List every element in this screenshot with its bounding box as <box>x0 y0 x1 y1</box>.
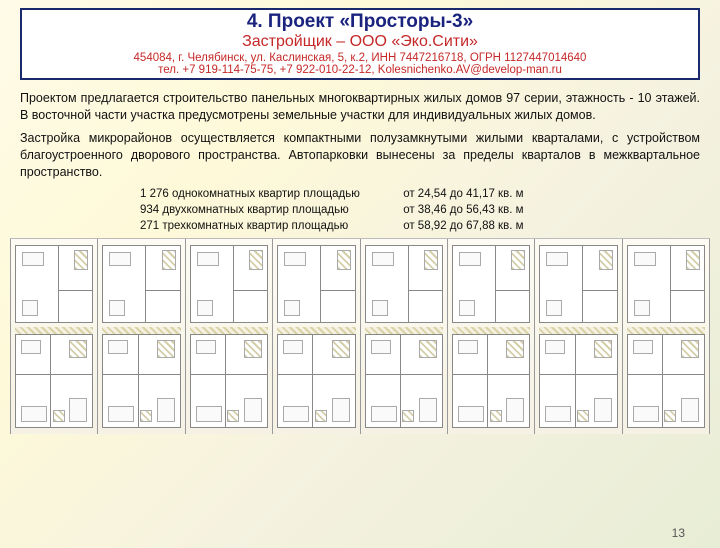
stats-value: от 58,92 до 67,88 кв. м <box>403 220 523 232</box>
paragraph-2: Застройка микрорайонов осуществляется ко… <box>20 130 700 181</box>
floorplan-unit <box>622 239 710 434</box>
stats-label: 1 276 однокомнатных квартир площадью <box>140 188 400 200</box>
header-box: 4. Проект «Просторы-3» Застройщик – ООО … <box>20 8 700 80</box>
floorplan-unit <box>534 239 621 434</box>
stats-row: 1 276 однокомнатных квартир площадью от … <box>140 188 700 200</box>
stats-label: 271 трехкомнатных квартир площадью <box>140 220 400 232</box>
page-number: 13 <box>672 526 685 540</box>
stats-value: от 38,46 до 56,43 кв. м <box>403 204 523 216</box>
stats-label: 934 двухкомнатных квартир площадью <box>140 204 400 216</box>
address-line: 454084, г. Челябинск, ул. Каслинская, 5,… <box>32 52 688 64</box>
stats-row: 271 трехкомнатных квартир площадью от 58… <box>140 220 700 232</box>
floorplan-unit <box>97 239 184 434</box>
floorplan-unit <box>185 239 272 434</box>
paragraph-1: Проектом предлагается строительство пане… <box>20 90 700 124</box>
contact-line: тел. +7 919-114-75-75, +7 922-010-22-12,… <box>32 64 688 76</box>
floorplan-unit <box>447 239 534 434</box>
floorplan-unit <box>360 239 447 434</box>
stats-row: 934 двухкомнатных квартир площадью от 38… <box>140 204 700 216</box>
project-title: 4. Проект «Просторы-3» <box>32 11 688 33</box>
apartment-stats: 1 276 однокомнатных квартир площадью от … <box>140 188 700 232</box>
floorplan-unit <box>272 239 359 434</box>
developer-subtitle: Застройщик – ООО «Эко.Сити» <box>32 33 688 51</box>
floorplan-diagram <box>10 238 710 434</box>
stats-value: от 24,54 до 41,17 кв. м <box>403 188 523 200</box>
floorplan-unit <box>10 239 97 434</box>
body-text: Проектом предлагается строительство пане… <box>20 90 700 180</box>
